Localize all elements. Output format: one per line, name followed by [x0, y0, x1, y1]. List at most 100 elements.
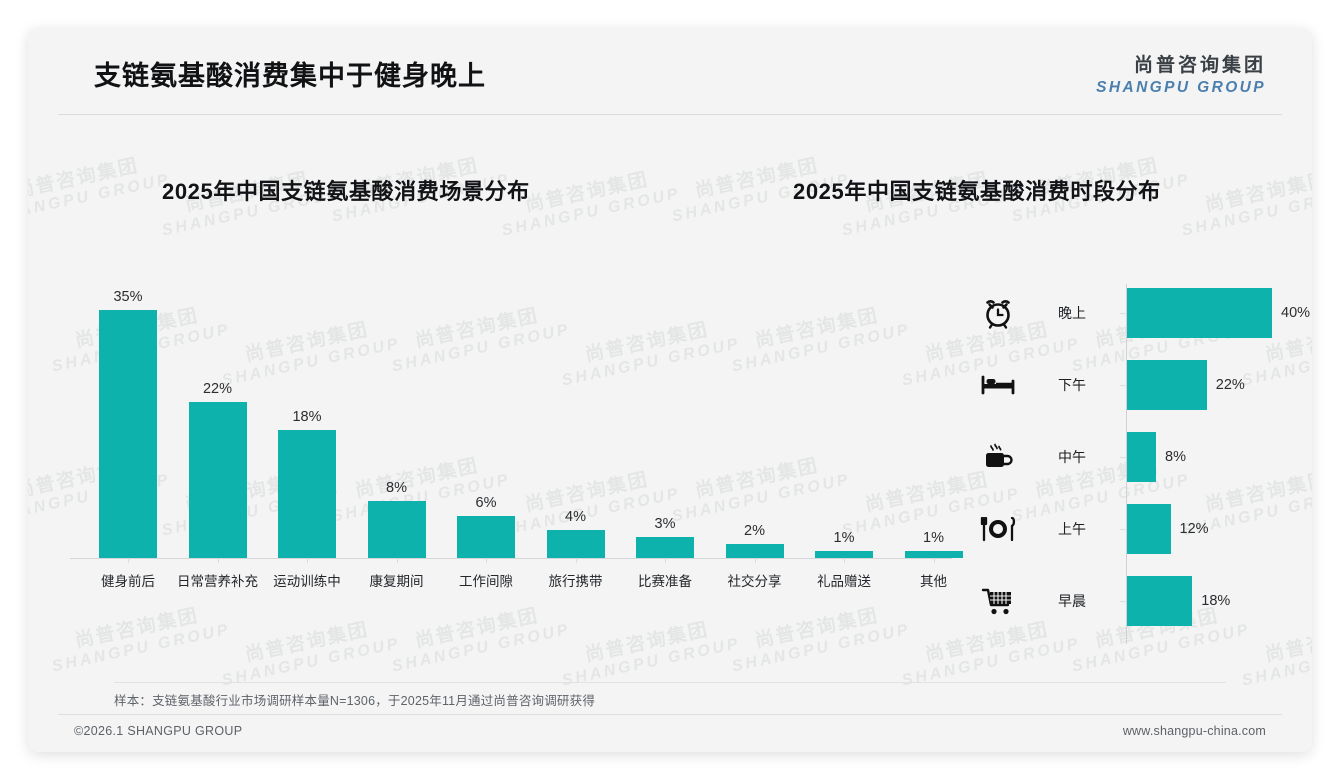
bar-rect[interactable]	[1127, 504, 1171, 554]
bar-rect[interactable]	[815, 550, 873, 558]
bar-value-label: 4%	[565, 508, 586, 525]
header-divider	[58, 114, 1282, 115]
bar-value-label: 22%	[1215, 377, 1245, 393]
axis-tick	[396, 558, 398, 563]
bar-rect[interactable]	[188, 402, 247, 558]
brand-logo: 尚普咨询集团 SHANGPU GROUP	[1096, 54, 1266, 97]
consumption-time-bar-chart: 晚上 40% 下午 22% 中午 8% 上午 12% 早晨 18%	[958, 276, 1311, 656]
axis-tick	[1120, 385, 1126, 386]
slide-header: 支链氨基酸消费集中于健身晚上 尚普咨询集团 SHANGPU GROUP	[28, 28, 1312, 115]
bar-rect[interactable]	[1127, 288, 1272, 338]
axis-tick	[1120, 529, 1126, 530]
axis-tick	[128, 558, 129, 563]
category-label: 礼品赠送	[817, 574, 871, 589]
vertical-bars-plot: 35% 22% 18% 8% 6% 4% 3% 2% 1% 1%	[48, 276, 978, 558]
logo-chinese-text: 尚普咨询集团	[1133, 55, 1266, 76]
bar-value-label: 3%	[654, 515, 676, 532]
bar-value-label: 6%	[475, 494, 497, 511]
page-title: 支链氨基酸消费集中于健身晚上	[94, 61, 486, 91]
bar-rect[interactable]	[367, 501, 426, 558]
bar-rect[interactable]	[278, 430, 336, 558]
category-label: 运动训练中	[273, 574, 341, 589]
horizontal-bar-row[interactable]: 下午 22%	[958, 358, 1308, 412]
category-label: 健身前后	[101, 574, 155, 589]
charts-area: 2025年中国支链氨基酸消费场景分布 2025年中国支链氨基酸消费时段分布 35…	[28, 28, 1312, 752]
website-link[interactable]: www.shangpu-china.com	[1122, 724, 1266, 738]
bar-value-label: 40%	[1281, 305, 1311, 321]
horizontal-bar-row[interactable]: 早晨 18%	[958, 574, 1308, 628]
axis-tick	[575, 558, 577, 563]
vertical-bar-column[interactable]: 35%	[84, 289, 172, 558]
alarm-clock-icon	[978, 293, 1018, 333]
category-label: 比赛准备	[638, 574, 692, 589]
vertical-bar-column[interactable]: 3%	[621, 516, 709, 558]
vertical-bar-column[interactable]: 22%	[174, 381, 262, 558]
footer-divider	[58, 714, 1282, 715]
axis-tick	[1120, 601, 1126, 602]
vertical-bar-column[interactable]: 2%	[711, 523, 799, 558]
bar-value-label: 18%	[292, 409, 322, 426]
sample-footnote: 样本：支链氨基酸行业市场调研样本量N=1306，于2025年11月通过尚普咨询调…	[114, 694, 596, 708]
shopping-cart-icon	[978, 581, 1018, 621]
axis-tick	[665, 558, 666, 563]
axis-tick	[307, 558, 308, 563]
axis-tick	[1120, 457, 1126, 458]
horizontal-chart-axis	[1126, 284, 1127, 644]
bar-value-label: 12%	[1179, 521, 1209, 537]
bar-rect[interactable]	[1127, 432, 1156, 482]
category-label: 旅行携带	[548, 574, 603, 589]
bar-rect[interactable]	[546, 529, 605, 558]
category-label: 社交分享	[727, 574, 782, 589]
vertical-bar-column[interactable]: 1%	[800, 530, 888, 558]
bed-icon	[978, 365, 1018, 405]
bar-rect[interactable]	[636, 536, 694, 558]
time-period-label: 下午	[1058, 377, 1086, 393]
bar-rect[interactable]	[725, 543, 784, 558]
logo-english-text: SHANGPU GROUP	[1096, 78, 1266, 96]
time-period-label: 晚上	[1058, 305, 1086, 321]
category-label: 康复期间	[369, 574, 424, 589]
axis-tick	[486, 558, 487, 563]
time-period-label: 早晨	[1058, 593, 1086, 609]
bar-value-label: 2%	[744, 522, 765, 539]
vertical-bar-column[interactable]: 18%	[263, 409, 351, 558]
horizontal-bar-row[interactable]: 上午 12%	[958, 502, 1308, 556]
vertical-chart-baseline	[70, 558, 952, 559]
bar-value-label: 35%	[113, 289, 143, 305]
copyright-text: ©2026.1 SHANGPU GROUP	[74, 724, 243, 738]
axis-tick	[754, 558, 756, 563]
axis-tick	[1120, 313, 1126, 314]
bar-rect[interactable]	[904, 550, 963, 558]
axis-tick	[217, 558, 219, 563]
bar-value-label: 22%	[202, 381, 233, 398]
slide-card: 尚普咨询集团 SHANGPU GROUP 尚普咨询集团 SHANGPU GROUP 尚普…	[28, 28, 1312, 752]
footnote-divider	[114, 682, 1226, 683]
vertical-bar-column[interactable]: 1%	[890, 530, 978, 558]
axis-tick	[844, 558, 845, 563]
vertical-bar-column[interactable]: 4%	[532, 509, 620, 558]
vertical-bar-column[interactable]: 8%	[353, 480, 441, 558]
bar-rect[interactable]	[1127, 360, 1207, 410]
coffee-cup-icon	[978, 437, 1018, 477]
bar-value-label: 1%	[923, 529, 944, 546]
plate-cutlery-icon	[978, 509, 1018, 549]
time-period-label: 中午	[1058, 449, 1086, 465]
bar-rect[interactable]	[99, 310, 157, 558]
bar-value-label: 1%	[833, 529, 855, 546]
horizontal-bar-row[interactable]: 中午 8%	[958, 430, 1308, 484]
category-label: 日常营养补充	[177, 574, 258, 589]
horizontal-bar-row[interactable]: 晚上 40%	[958, 286, 1311, 340]
category-label: 工作间隙	[459, 574, 513, 589]
bar-rect[interactable]	[1127, 576, 1193, 626]
consumption-scenario-bar-chart: 35% 22% 18% 8% 6% 4% 3% 2% 1% 1% 健身前后 日常营养补充 运动训练中 康…	[48, 276, 978, 596]
slide-footer: ©2026.1 SHANGPU GROUP www.shangpu-china.…	[28, 714, 1312, 752]
bar-rect[interactable]	[457, 515, 515, 558]
vertical-bar-column[interactable]: 6%	[442, 494, 530, 558]
bar-value-label: 8%	[386, 480, 407, 497]
bar-value-label: 8%	[1165, 449, 1186, 465]
time-period-label: 上午	[1058, 521, 1086, 537]
category-label: 其他	[920, 574, 947, 589]
horizontal-chart-title: 2025年中国支链氨基酸消费时段分布	[793, 179, 1161, 204]
bar-value-label: 18%	[1201, 593, 1231, 609]
vertical-chart-title: 2025年中国支链氨基酸消费场景分布	[162, 179, 530, 204]
